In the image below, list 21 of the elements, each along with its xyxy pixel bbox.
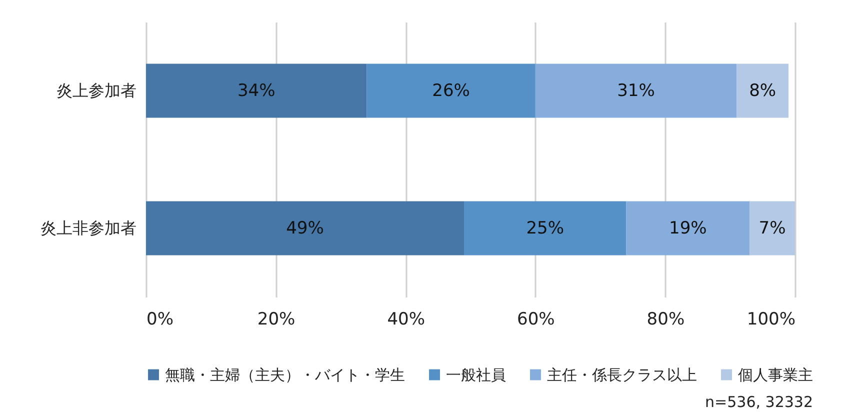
- data-label: 7%: [758, 218, 786, 238]
- legend-label: 個人事業主: [738, 366, 813, 384]
- legend-label: 無職・主婦（主夫）・バイト・学生: [165, 366, 405, 384]
- y-tick-label: 炎上参加者: [56, 80, 136, 100]
- data-label: 26%: [432, 80, 470, 101]
- x-tick-label: 60%: [517, 310, 555, 330]
- x-tick-label: 100%: [746, 310, 796, 330]
- x-tick-label: 40%: [387, 310, 425, 330]
- legend-label: 主任・係長クラス以上: [547, 366, 697, 384]
- data-label: 34%: [237, 80, 276, 101]
- data-label: 49%: [286, 218, 324, 238]
- y-tick-label: 炎上非参加者: [40, 218, 136, 238]
- data-label: 25%: [526, 218, 564, 238]
- data-label: 31%: [617, 80, 655, 101]
- text: n=536, 32332: [705, 393, 813, 411]
- data-label: 19%: [669, 218, 707, 238]
- x-tick-label: 20%: [257, 310, 296, 330]
- data-label: 8%: [749, 80, 776, 101]
- legend-label: 一般社員: [446, 366, 506, 384]
- x-tick-label: 0%: [146, 310, 174, 330]
- x-tick-label: 80%: [646, 310, 685, 330]
